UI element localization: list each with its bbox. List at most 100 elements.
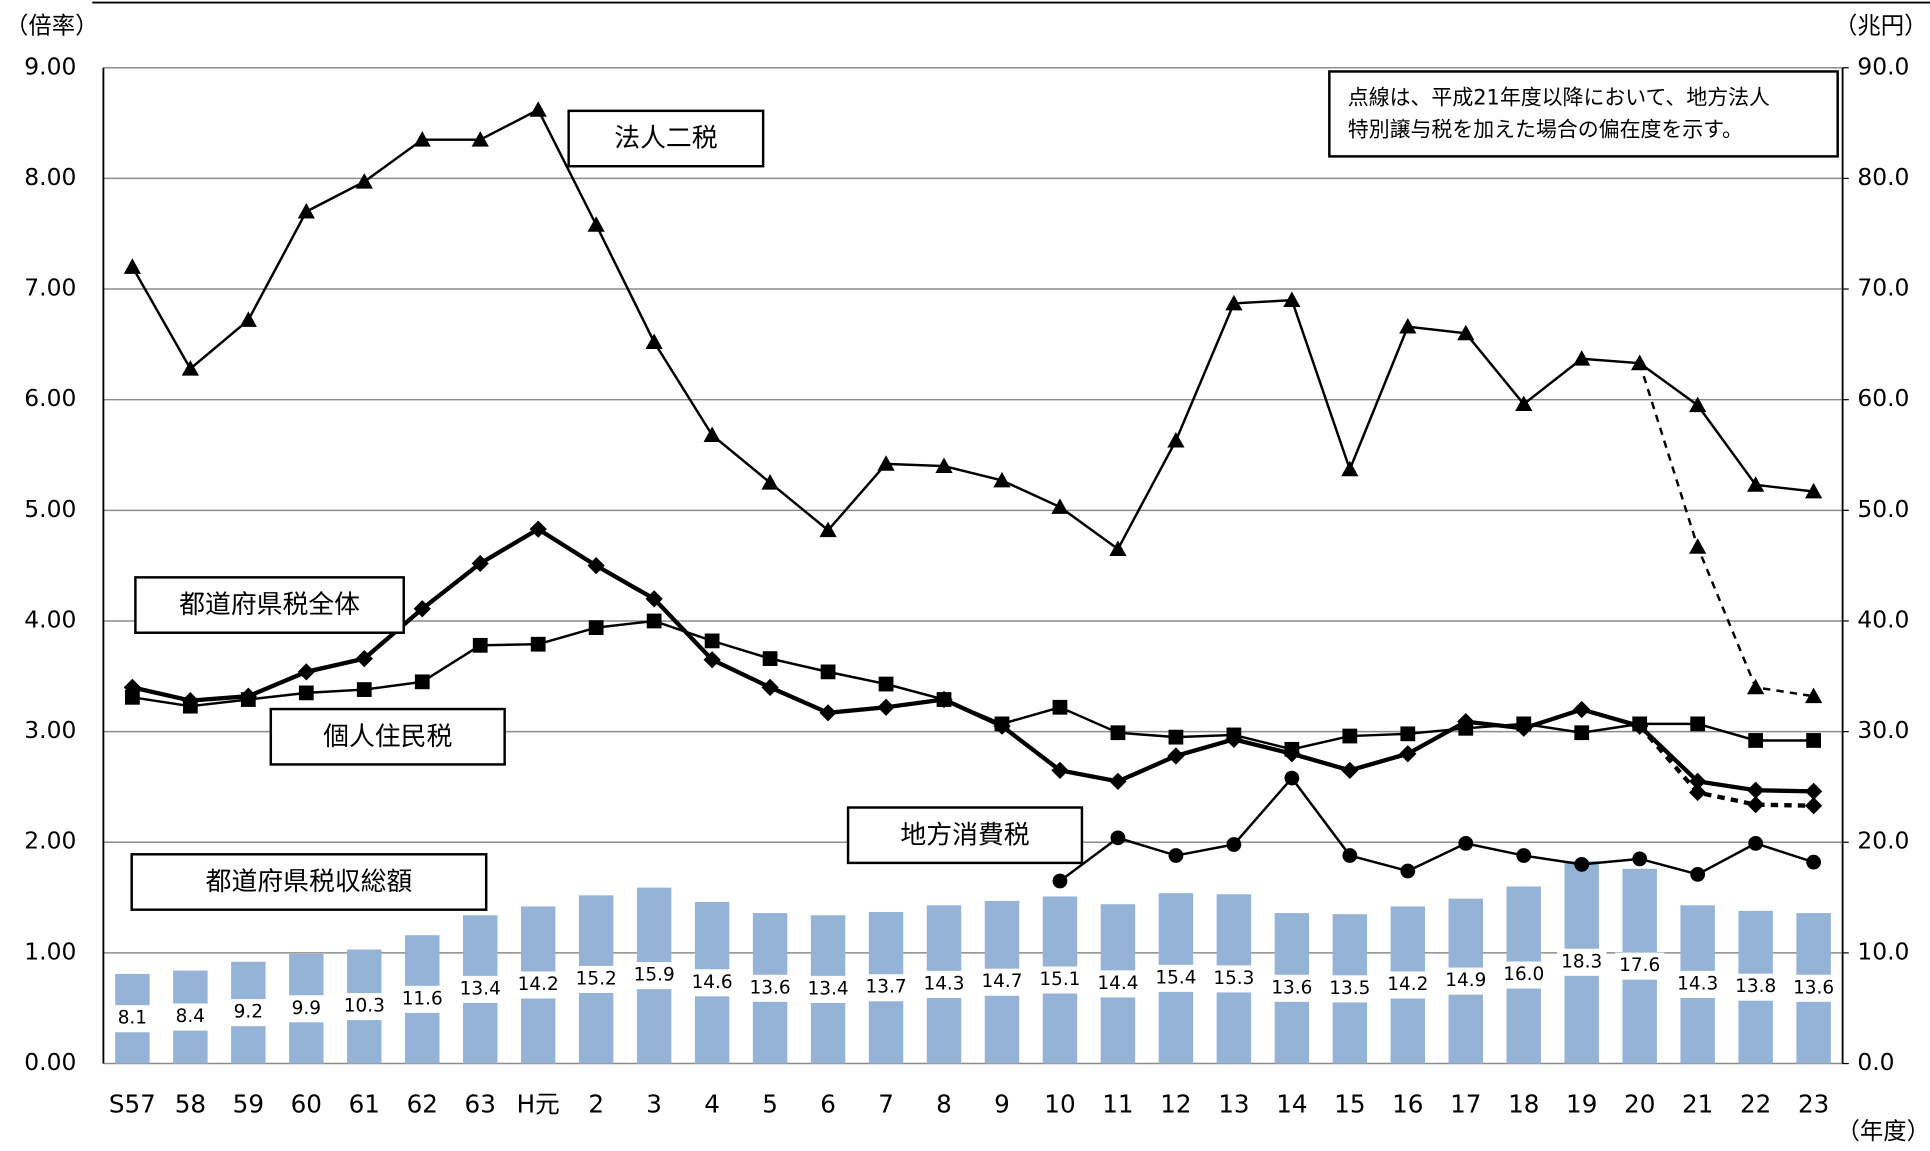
x-tick-label: 4 [704, 1089, 720, 1118]
marker [1632, 716, 1648, 732]
marker [878, 676, 894, 692]
x-tick-label: 16 [1392, 1089, 1423, 1118]
marker [124, 689, 140, 705]
marker [1342, 728, 1358, 744]
line [1059, 776, 1815, 882]
marker [1747, 476, 1765, 492]
y-tick-label: 0.00 [24, 1048, 76, 1076]
x-tick-label: 14 [1276, 1089, 1307, 1118]
marker [645, 333, 663, 350]
y-tick-label: 4.00 [24, 605, 76, 633]
marker [1400, 726, 1416, 742]
bar-label-bg [1615, 952, 1665, 980]
line [132, 619, 1814, 751]
series-label: 都道府県税全体 [179, 590, 360, 620]
y2-tick-label: 20.0 [1857, 827, 1909, 855]
marker [355, 649, 373, 668]
bar-label: 15.9 [634, 965, 675, 986]
bar-label: 10.3 [344, 996, 385, 1017]
x-tick-label: 13 [1218, 1089, 1249, 1118]
bar-label-bg [455, 975, 505, 1003]
y-tick-label: 9.00 [24, 52, 76, 80]
label-box [269, 707, 506, 766]
marker [994, 716, 1010, 732]
marker [1690, 716, 1706, 732]
bar-label-bg [513, 971, 563, 999]
marker [1747, 796, 1765, 814]
marker [297, 663, 315, 681]
y-axis-title: （倍率） [5, 12, 99, 40]
marker [182, 698, 198, 714]
marker [819, 521, 837, 538]
x-tick-label: 6 [820, 1089, 836, 1118]
y-tick-label: 3.00 [24, 716, 76, 744]
marker [1805, 482, 1823, 499]
bar-label-bg [397, 985, 447, 1013]
marker [704, 633, 720, 649]
x-tick-label: 2 [588, 1089, 604, 1118]
grid: 0.00 1.00 2.00 3.00 4.00 5.00 6.00 7.00 8.00 9.00… [24, 52, 1909, 1118]
bar-label-bg [165, 1003, 215, 1031]
label-box [134, 576, 405, 634]
marker [1689, 396, 1707, 413]
marker [181, 360, 199, 376]
series-label: 個人住民税 [323, 722, 452, 752]
label-box [846, 806, 1084, 865]
marker [1399, 318, 1417, 334]
note-box [1328, 70, 1839, 158]
bar-label: 8.4 [176, 1006, 205, 1027]
marker [1805, 782, 1823, 800]
x-tick-label: 58 [175, 1089, 206, 1118]
y2-tick-label: 70.0 [1857, 274, 1909, 302]
y2-tick-label: 30.0 [1857, 716, 1909, 744]
bar-label: 13.6 [1793, 977, 1834, 998]
y2-axis-title: （兆円） [1834, 12, 1928, 40]
marker [1052, 873, 1068, 889]
bar-label-bg [861, 974, 911, 1002]
marker [1110, 725, 1126, 741]
bar-label: 14.7 [981, 971, 1022, 992]
series-labels: 法人二税 都道府県税全体 個人住民税 地方消費税 都道府県税収総額 [130, 109, 1084, 911]
bar-label-bg [107, 1005, 157, 1033]
marker [645, 590, 663, 608]
marker [1805, 687, 1823, 704]
marker [413, 600, 431, 618]
marker [1167, 747, 1185, 765]
bar-label-bg [1673, 970, 1723, 998]
x-tick-label: 63 [465, 1089, 496, 1118]
bar-label: 13.8 [1735, 976, 1776, 997]
y-tick-label: 6.00 [24, 384, 76, 412]
marker [123, 258, 141, 274]
bar-label-bg [281, 995, 331, 1023]
x-tick-label: H元 [517, 1089, 560, 1118]
bar-label: 9.9 [292, 998, 321, 1019]
bar-label: 13.5 [1329, 978, 1370, 999]
x-tick-label: 19 [1566, 1089, 1597, 1118]
bar-label: 15.2 [576, 968, 617, 989]
marker [935, 457, 953, 473]
x-tick-label: 20 [1624, 1089, 1655, 1118]
x-tick-label: 15 [1334, 1089, 1365, 1118]
marker [587, 557, 605, 575]
label-box [130, 853, 488, 911]
bar-label-bg [1789, 974, 1839, 1002]
x-tick-label: 7 [878, 1089, 894, 1118]
marker [1110, 830, 1126, 846]
marker [877, 455, 895, 471]
marker [1748, 733, 1764, 748]
marker [530, 636, 546, 652]
bar-label: 14.2 [518, 974, 559, 995]
bar-label-bg [1035, 966, 1085, 994]
marker [1689, 783, 1707, 802]
marker [1747, 678, 1765, 695]
marker [1052, 699, 1068, 715]
marker [587, 216, 605, 232]
dashed-line [1638, 362, 1814, 698]
marker [1226, 727, 1242, 743]
x-tick-label: 9 [994, 1089, 1010, 1118]
marker [240, 692, 256, 707]
bar-label: 18.3 [1561, 951, 1602, 972]
series-label: 地方消費税 [900, 820, 1029, 850]
marker [1458, 835, 1474, 851]
